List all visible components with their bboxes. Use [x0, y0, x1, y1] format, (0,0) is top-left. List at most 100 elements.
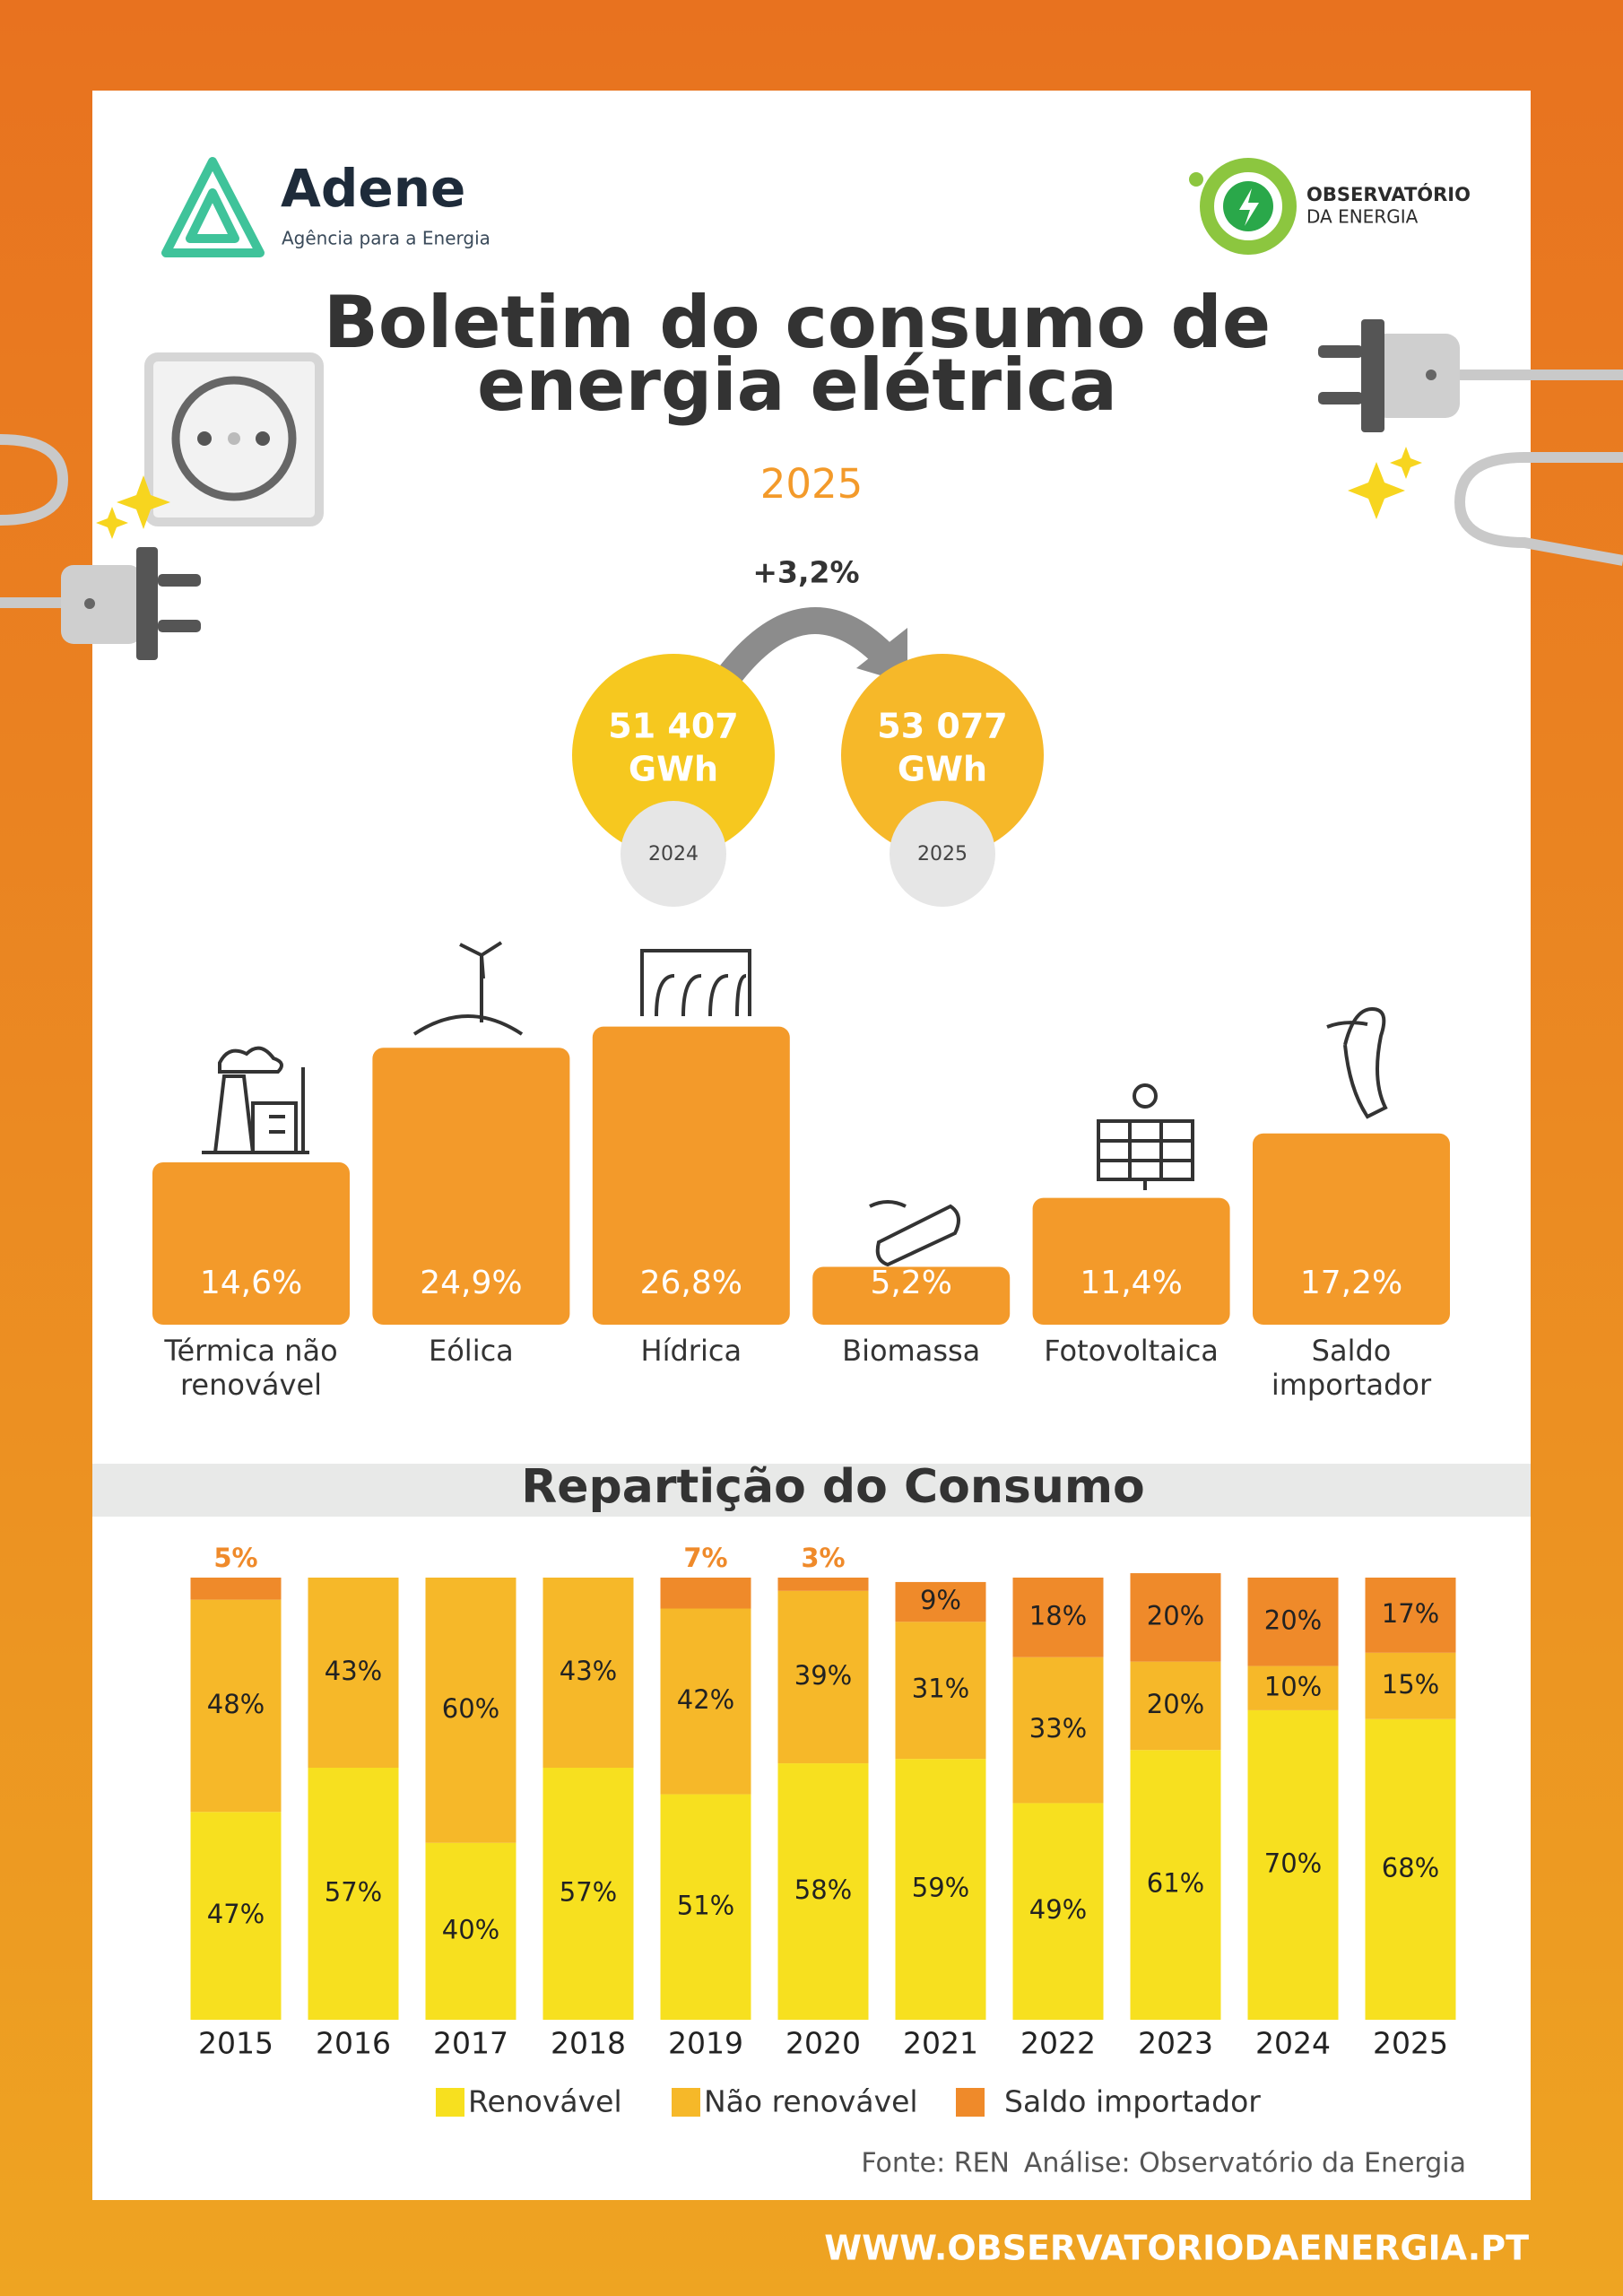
obs-icon — [1200, 158, 1297, 255]
x-tick-label: 2019 — [668, 2026, 743, 2061]
adene-icon — [161, 157, 265, 257]
legend-swatch — [956, 2088, 985, 2117]
year-badge — [890, 801, 995, 907]
plug-pin — [1318, 392, 1363, 404]
segment-label: 20% — [1147, 1689, 1204, 1719]
socket-ground — [228, 432, 240, 445]
plug-dot — [84, 598, 95, 609]
legend-label: Renovável — [468, 2084, 622, 2119]
segment — [542, 1767, 634, 2020]
sparkle — [117, 475, 170, 529]
bar-value-label: 26,8% — [640, 1265, 742, 1301]
segment — [1365, 1578, 1456, 1653]
category-label: Eólica — [429, 1334, 514, 1368]
segment — [895, 1759, 986, 2020]
segment-label: 43% — [325, 1656, 382, 1686]
segment-label: 57% — [325, 1876, 382, 1907]
bubble-value: 51 407 — [608, 707, 738, 746]
segment — [1130, 1661, 1221, 1751]
sparkle — [1390, 447, 1422, 479]
x-tick-label: 2022 — [1020, 2026, 1096, 2061]
legend-label: Saldo importador — [1004, 2084, 1261, 2119]
segment — [895, 1581, 986, 1622]
segment-label: 7% — [683, 1543, 727, 1573]
segment — [1247, 1665, 1339, 1710]
bubble — [841, 654, 1044, 857]
obs-dot — [1189, 172, 1203, 187]
segment — [1365, 1718, 1456, 2020]
segment-label: 40% — [442, 1914, 499, 1944]
arrow — [717, 607, 898, 686]
plug-pin — [1318, 345, 1363, 358]
plug-right — [1372, 334, 1460, 418]
segment — [1012, 1578, 1104, 1657]
x-tick-label: 2018 — [551, 2026, 626, 2061]
segment — [1365, 1652, 1456, 1719]
legend-label: Não renovável — [704, 2084, 918, 2119]
segment — [777, 1590, 869, 1764]
segment-label: 5% — [213, 1543, 257, 1573]
title-line2: energia elétrica — [477, 344, 1117, 427]
category-label: Térmica não renovável — [164, 1334, 338, 1402]
segment-label: 3% — [801, 1543, 845, 1573]
plug-left — [61, 565, 142, 644]
sparkle — [1348, 462, 1405, 519]
socket-face — [171, 376, 297, 501]
segment — [1130, 1573, 1221, 1662]
x-tick-label: 2020 — [785, 2026, 861, 2061]
segment — [660, 1578, 751, 1609]
segment — [1012, 1657, 1104, 1804]
segment-label: 48% — [207, 1689, 265, 1719]
segment-label: 33% — [1029, 1713, 1087, 1744]
bubble-unit: GWh — [898, 750, 987, 789]
cable-left — [0, 434, 69, 608]
segment-label: 20% — [1264, 1605, 1322, 1635]
bar — [372, 1048, 570, 1325]
x-tick-label: 2017 — [433, 2026, 508, 2061]
segment-label: 42% — [677, 1684, 734, 1715]
category-label: Saldo importador — [1271, 1334, 1432, 1402]
bubble-value: 53 077 — [877, 707, 1007, 746]
segment-label: 10% — [1264, 1671, 1322, 1701]
adene-name: Adene — [281, 158, 465, 219]
plug-dot — [1426, 370, 1436, 380]
bar-value-label: 24,9% — [420, 1265, 522, 1301]
segment — [190, 1578, 282, 1600]
legend-swatch — [672, 2088, 700, 2117]
bar — [1253, 1133, 1450, 1325]
x-tick-label: 2015 — [198, 2026, 273, 2061]
badge-year: 2025 — [917, 843, 968, 865]
segment — [308, 1578, 399, 1768]
bar — [812, 1266, 1011, 1325]
segment-label: 58% — [794, 1874, 852, 1905]
bar-value-label: 5,2% — [870, 1265, 951, 1301]
source: Fonte: REN — [861, 2148, 1010, 2179]
plug-base — [1361, 319, 1384, 432]
socket-hole — [197, 431, 212, 446]
year: 2025 — [760, 460, 864, 508]
segment — [1012, 1803, 1104, 2020]
segment-label: 51% — [677, 1890, 734, 1920]
bar-value-label: 17,2% — [1300, 1265, 1402, 1301]
bubble-unit: GWh — [629, 750, 718, 789]
obs-bolt — [1239, 188, 1259, 226]
segment — [895, 1622, 986, 1760]
x-tick-label: 2016 — [316, 2026, 391, 2061]
badge-year: 2024 — [648, 843, 699, 865]
obs-line2: DA ENERGIA — [1306, 206, 1419, 228]
category-label: Biomassa — [842, 1334, 981, 1368]
segment-label: 39% — [794, 1660, 852, 1691]
segment-label: 61% — [1147, 1868, 1204, 1899]
bar — [1032, 1197, 1230, 1325]
segment-label: 47% — [207, 1899, 265, 1929]
segment-label: 68% — [1382, 1852, 1439, 1883]
segment-label: 49% — [1029, 1894, 1087, 1925]
plug-pin — [158, 574, 201, 587]
plug-base — [136, 547, 158, 660]
segment — [1130, 1750, 1221, 2020]
x-tick-label: 2021 — [903, 2026, 978, 2061]
segment-label: 20% — [1147, 1600, 1204, 1631]
segment — [190, 1599, 282, 1813]
segment-label: 31% — [912, 1674, 969, 1704]
